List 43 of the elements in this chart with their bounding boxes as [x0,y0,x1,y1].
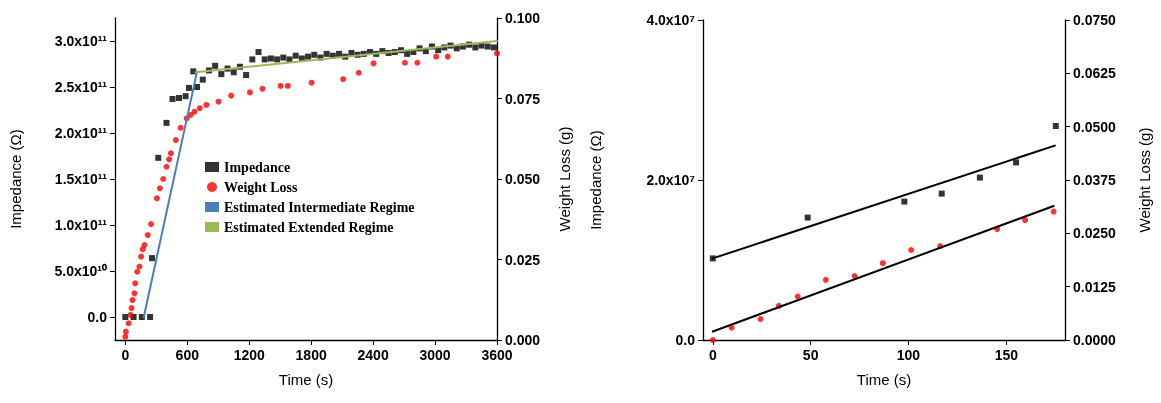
x-tick-label: 3000 [419,347,451,363]
legend-label: Impedance [224,159,291,175]
y-tick-label: 2.0x10¹¹ [54,125,108,141]
y2-tick-label: 0.0375 [1073,172,1117,188]
y-tick-label: 5.0x10¹⁰ [54,263,107,279]
y2-axis-title: Weight Loss (g) [556,126,573,232]
y2-tick-label: 0.0625 [1073,65,1117,82]
x-tick-label: 100 [896,347,921,363]
y2-axis-title: Weight Loss (g) [1136,127,1153,233]
y2-tick-label: 0.0500 [1073,118,1117,135]
y-tick-label: 1.0x10¹¹ [54,217,108,233]
y-tick-label: 4.0x10⁷ [646,12,696,28]
y-tick-label: 3.0x10¹¹ [54,33,108,49]
y-tick-label: 2.0x10⁷ [646,172,696,188]
x-tick-label: 600 [175,347,200,363]
y-tick-label: 0.0 [87,309,108,325]
x-axis-title: Time (s) [856,371,912,388]
x-axis-title: Time (s) [278,371,334,388]
x-tick-label: 1200 [233,347,265,363]
legend-label: Estimated Extended Regime [224,219,394,235]
y-axis-title: Impedance (Ω) [587,130,604,230]
y2-tick-label: 0.025 [505,251,541,268]
x-tick-label: 50 [802,347,819,363]
x-tick-label: 2400 [357,347,389,363]
x-tick-label: 0 [121,347,130,363]
y-tick-label: 2.5x10¹¹ [54,79,108,95]
legend-label: Estimated Intermediate Regime [224,199,415,215]
x-tick-label: 3600 [481,347,513,363]
legend-label: Weight Loss [224,179,299,195]
y2-tick-label: 0.100 [505,10,541,26]
y2-tick-label: 0.075 [505,90,541,107]
y2-tick-label: 0.0250 [1073,225,1117,242]
x-tick-label: 1800 [295,347,327,363]
x-tick-label: 150 [994,347,1019,363]
x-tick-label: 0 [708,347,717,363]
y2-tick-label: 0.0125 [1073,278,1117,295]
y-tick-label: 0.0 [675,332,696,348]
y2-tick-label: 0.0000 [1073,332,1117,348]
y2-tick-label: 0.000 [505,332,541,348]
y-axis-title: Impedance (Ω) [7,129,24,229]
y2-tick-label: 0.050 [505,171,541,187]
y-tick-label: 1.5x10¹¹ [54,171,108,187]
y2-tick-label: 0.0750 [1073,12,1117,28]
